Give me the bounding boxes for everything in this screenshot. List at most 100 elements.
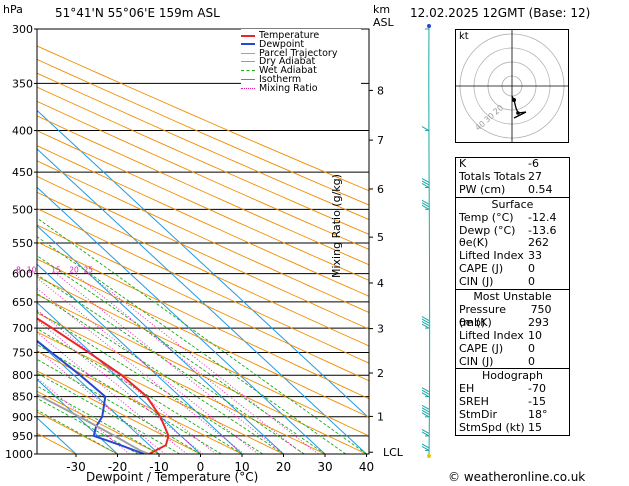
altitude-tick-label: 2 (377, 367, 384, 380)
most-unstable-value: 10 (528, 328, 542, 342)
altitude-tick-label: 1 (377, 410, 384, 423)
surface-label: Dewp (°C) (459, 223, 516, 237)
surface-label: Lifted Index (459, 249, 524, 263)
pressure-tick-label: 500 (12, 203, 33, 216)
wind-profile-top-marker (427, 24, 431, 28)
wet-adiabat (37, 217, 367, 454)
hodograph-stat-value: -70 (528, 382, 546, 396)
altitude-tick-label: 5 (377, 231, 384, 244)
surface-value: 0 (528, 275, 535, 289)
wind-barb-flag (421, 178, 430, 183)
mixing-ratio-line (87, 273, 319, 454)
dry-adiabat (37, 350, 243, 454)
temperature-tick-label: 20 (276, 460, 291, 474)
trace-parcel-trajectory (37, 393, 150, 454)
index-value: 27 (528, 169, 542, 183)
hodograph-stat-row: StmDir 18° (456, 408, 569, 422)
hpa-label: hPa (3, 3, 23, 16)
surface-value: 262 (528, 236, 549, 250)
index-value: -6 (528, 157, 539, 170)
wind-barb-flag (421, 412, 430, 418)
asl-label: ASL (373, 16, 394, 29)
index-row: Totals Totals 27 (456, 169, 569, 184)
hodograph-stat-label: StmSpd (kt) (459, 421, 525, 435)
pressure-tick-label: 900 (12, 411, 33, 424)
hodograph-stat-label: StmDir (459, 408, 498, 422)
pressure-tick-label: 700 (12, 322, 33, 335)
altitude-tick-label: LCL (383, 446, 404, 459)
hodograph-ring-label: 20 (492, 103, 506, 116)
copyright-footer: © weatheronline.co.uk (448, 470, 586, 484)
mixing-ratio-axis-label: Mixing Ratio (g/kg) (330, 174, 343, 278)
wind-barb-flag (421, 387, 430, 393)
dry-adiabat (37, 207, 369, 364)
most-unstable-row: CIN (J) 0 (456, 355, 569, 369)
altitude-tick-label: 4 (377, 277, 384, 290)
hodograph: 40 30 20 kt (455, 29, 569, 143)
hodograph-unit-label: kt (459, 31, 469, 42)
hodograph-stat-label: SREH (459, 395, 489, 409)
hodograph-point (516, 111, 520, 115)
indices-table: K -6 Totals Totals 27 PW (cm) 0.54 Surface Te… (455, 157, 570, 437)
plot-frame (36, 28, 370, 455)
isotherm-line (37, 301, 201, 454)
legend-item: Dry Adiabat (241, 56, 316, 68)
wet-adiabat (37, 274, 305, 454)
wind-barb-flag (421, 321, 430, 327)
pressure-tick-label: 350 (12, 77, 33, 90)
wind-barb-flag (421, 323, 430, 329)
hodograph-table-title: Hodograph (456, 368, 569, 383)
wet-adiabat (37, 236, 347, 454)
date-time: 12.02.2025 12GMT (Base: 12) (410, 6, 591, 20)
dry-adiabat (37, 276, 369, 437)
temperature-tick-label: 40 (359, 460, 374, 474)
legend-label: Dry Adiabat (259, 56, 316, 68)
altitude-tick-label: 3 (377, 323, 384, 336)
wind-barb-flag (421, 409, 430, 415)
pressure-tick-label: 450 (12, 166, 33, 179)
legend-label: Temperature (259, 30, 320, 41)
wet-adiabat (37, 358, 201, 454)
surface-label: Temp (°C) (459, 210, 514, 224)
isotherm-line (37, 186, 326, 454)
surface-row: Temp (°C) -12.4 (456, 210, 569, 225)
dry-adiabat (37, 175, 369, 330)
legend-item: Wet Adiabat (241, 66, 317, 75)
wind-barb-flag (421, 316, 430, 322)
wind-barb-flag (421, 431, 430, 437)
wind-barb-flag (421, 183, 430, 188)
wind-barb-flag (421, 443, 430, 449)
dry-adiabat (37, 72, 369, 221)
most-unstable-label: CAPE (J) (459, 341, 504, 355)
dry-adiabat (37, 115, 369, 266)
altitude-tick-label: 6 (377, 183, 384, 196)
temperature-tick-label: 0 (197, 460, 205, 474)
most-unstable-label: Pressure (mb) (459, 303, 506, 329)
wind-barb-flag (421, 389, 430, 395)
isotherm-line (37, 225, 284, 454)
temperature-tick-label: -10 (149, 460, 169, 474)
dry-adiabat (37, 294, 367, 454)
legend-item: Temperature (241, 31, 319, 40)
surface-row: θe(K) 262 (456, 237, 569, 250)
pressure-tick-label: 950 (12, 430, 33, 443)
dry-adiabat (37, 224, 369, 382)
most-unstable-value: 0 (528, 341, 535, 355)
pressure-tick-label: 550 (12, 237, 33, 250)
dry-adiabat (37, 331, 284, 454)
wind-barb-flag (421, 204, 430, 210)
hodograph-stat-label: EH (459, 382, 475, 396)
wind-barb-flag (421, 407, 430, 413)
dry-adiabat (37, 58, 369, 206)
mixing-ratio-line (73, 273, 304, 454)
hodograph-stat-row: SREH -15 (456, 395, 569, 409)
pressure-tick-label: 600 (12, 268, 33, 281)
index-label: K (459, 157, 467, 170)
temperature-tick-label: 10 (234, 460, 249, 474)
dry-adiabat (37, 191, 369, 347)
wind-barb-flag (421, 404, 430, 410)
mixing-ratio-value-label: 10 (27, 266, 37, 275)
index-value: 0.54 (528, 182, 553, 196)
legend-swatch (241, 70, 255, 72)
